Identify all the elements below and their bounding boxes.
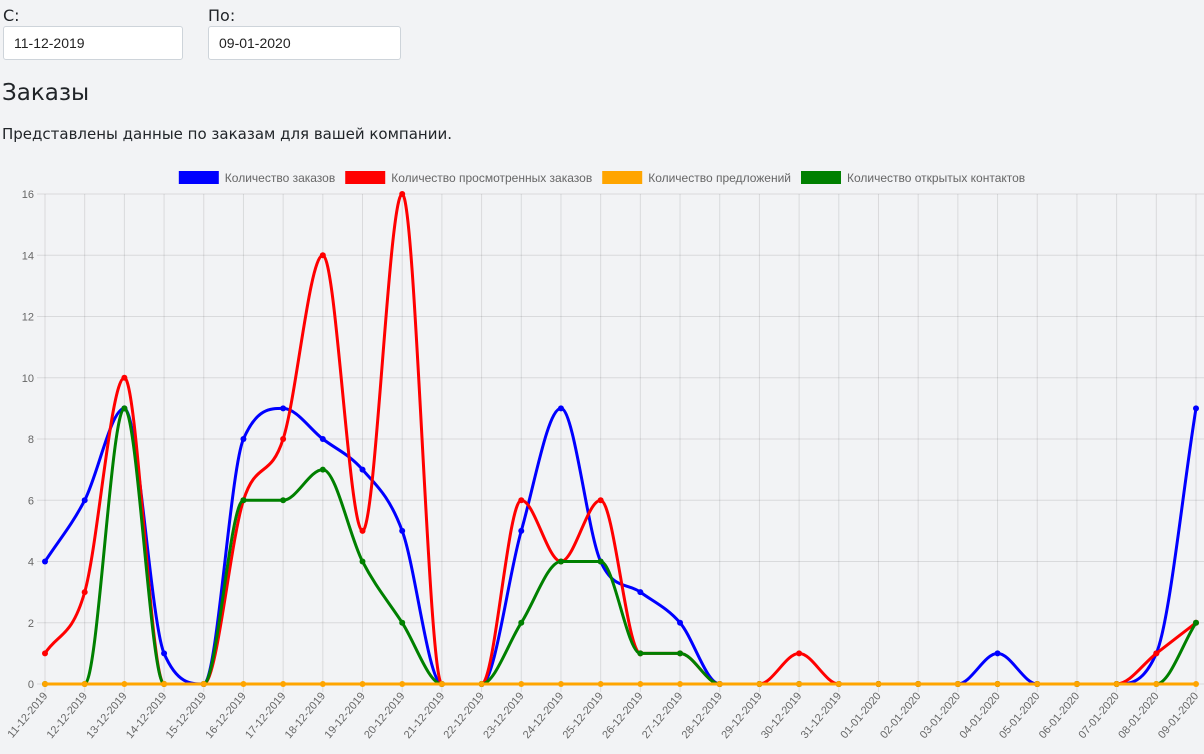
data-point	[42, 650, 48, 657]
date-from-input[interactable]	[3, 26, 183, 60]
data-point	[1153, 681, 1160, 687]
orders-line-chart: 024681012141611-12-201912-12-201913-12-2…	[5, 171, 1204, 741]
data-point	[121, 374, 128, 381]
legend-label: Количество заказов	[225, 171, 335, 185]
data-point	[597, 681, 604, 687]
data-point	[359, 466, 366, 473]
y-tick-label: 8	[28, 434, 34, 446]
data-point	[518, 681, 525, 687]
data-point	[875, 681, 882, 687]
data-point	[280, 436, 287, 442]
data-point	[597, 497, 604, 504]
data-point	[557, 558, 564, 565]
data-point	[240, 497, 247, 504]
data-point	[716, 681, 723, 687]
data-point	[240, 681, 247, 687]
legend-swatch	[800, 171, 841, 184]
date-to-input[interactable]	[208, 26, 401, 60]
data-point	[597, 558, 604, 565]
data-point	[42, 681, 48, 687]
data-point	[42, 558, 48, 565]
data-point	[796, 681, 803, 687]
data-point	[994, 650, 1001, 657]
data-point	[677, 650, 684, 657]
y-tick-label: 2	[28, 618, 34, 630]
data-point	[240, 436, 247, 442]
data-point	[319, 436, 326, 442]
data-point	[81, 497, 88, 504]
series-3	[42, 681, 1199, 687]
data-point	[319, 466, 326, 473]
data-point	[161, 681, 168, 687]
data-point	[280, 497, 287, 504]
data-point	[677, 619, 684, 626]
data-point	[518, 619, 525, 626]
data-point	[756, 681, 763, 687]
legend-swatch	[345, 171, 386, 184]
date-from-group: С:	[3, 6, 183, 60]
data-point	[81, 589, 88, 596]
y-tick-label: 14	[22, 250, 34, 262]
data-point	[954, 681, 961, 687]
data-point	[359, 558, 366, 565]
chart-grid	[37, 193, 1204, 692]
data-point	[399, 681, 406, 687]
data-point	[319, 681, 326, 687]
y-tick-label: 4	[28, 557, 34, 569]
data-point	[557, 405, 564, 412]
y-tick-label: 0	[28, 679, 34, 691]
y-tick-label: 10	[22, 373, 34, 385]
data-point	[438, 681, 445, 687]
data-point	[81, 681, 88, 687]
data-point	[1034, 681, 1041, 687]
data-point	[280, 405, 287, 412]
date-to-label: По:	[208, 6, 236, 25]
x-tick-label: 11-12-2019	[5, 690, 50, 740]
data-point	[200, 681, 207, 687]
data-point	[637, 681, 644, 687]
legend-swatch	[178, 171, 219, 184]
y-tick-label: 16	[22, 189, 34, 201]
data-point	[359, 681, 366, 687]
data-point	[1193, 405, 1199, 412]
data-point	[915, 681, 922, 687]
y-tick-label: 12	[22, 312, 34, 324]
data-point	[1153, 650, 1160, 657]
data-point	[796, 650, 803, 657]
data-point	[557, 681, 564, 687]
data-point	[1073, 681, 1080, 687]
data-point	[359, 527, 366, 534]
section-description: Представлены данные по заказам для вашей…	[2, 125, 452, 143]
data-point	[677, 681, 684, 687]
legend-label: Количество предложений	[648, 171, 791, 185]
data-point	[518, 527, 525, 534]
series-4	[42, 405, 1199, 687]
section-title: Заказы	[2, 80, 90, 106]
data-point	[637, 589, 644, 596]
legend-label: Количество просмотренных заказов	[391, 171, 592, 185]
data-point	[478, 681, 485, 687]
x-tick-label: 09-01-2020	[1156, 690, 1201, 741]
data-point	[994, 681, 1001, 687]
data-point	[518, 497, 525, 504]
data-point	[161, 650, 168, 657]
data-point	[1113, 681, 1120, 687]
data-point	[121, 405, 128, 412]
data-point	[637, 650, 644, 657]
data-point	[835, 681, 842, 687]
chart-legend: Количество заказов Количество просмотренн…	[178, 171, 1025, 185]
data-point	[399, 619, 406, 626]
data-point	[1193, 619, 1199, 626]
legend-label: Количество открытых контактов	[847, 171, 1025, 185]
date-from-label: С:	[3, 6, 20, 25]
data-point	[399, 527, 406, 534]
data-point	[1193, 681, 1199, 687]
data-point	[121, 681, 128, 687]
data-point	[280, 681, 287, 687]
date-to-group: По:	[208, 6, 401, 60]
data-point	[399, 191, 406, 197]
legend-swatch	[602, 171, 643, 184]
y-tick-label: 6	[28, 495, 34, 507]
data-point	[319, 252, 326, 259]
